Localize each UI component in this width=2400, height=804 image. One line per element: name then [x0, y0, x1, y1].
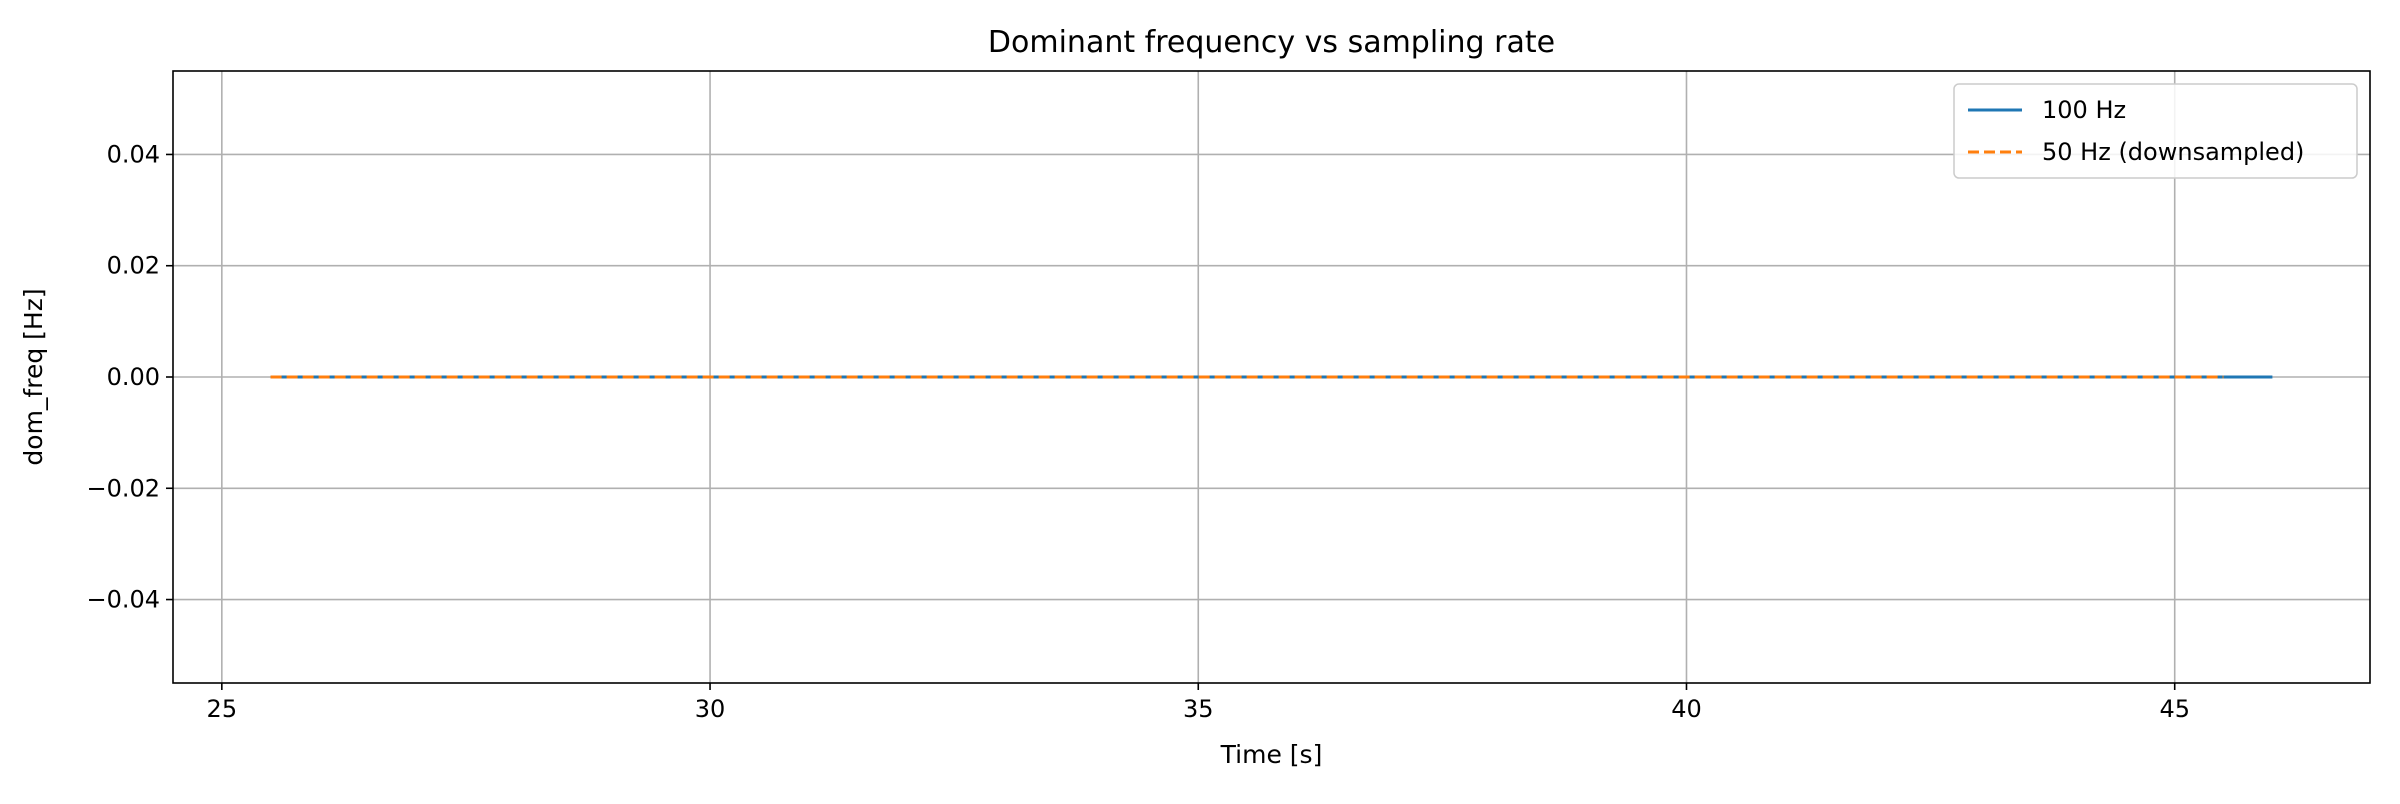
y-axis-label: dom_freq [Hz]: [19, 288, 48, 465]
x-tick-label: 35: [1183, 695, 1214, 723]
y-tick-label: 0.04: [107, 140, 160, 168]
x-axis-label: Time [s]: [1220, 740, 1323, 769]
x-tick-label: 40: [1671, 695, 1702, 723]
axis-ticks: 25 30 35 40 45 0.04 0.02 0.00 −0.02 −0.04: [86, 140, 2190, 723]
chart-title: Dominant frequency vs sampling rate: [988, 25, 1555, 60]
y-tick-label: 0.02: [107, 252, 160, 280]
legend-label-0: 100 Hz: [2042, 96, 2126, 124]
y-tick-label: 0.00: [107, 363, 160, 391]
y-tick-label: −0.04: [86, 586, 160, 614]
legend-label-1: 50 Hz (downsampled): [2042, 138, 2304, 166]
legend-box: [1953, 83, 2358, 179]
x-tick-label: 30: [695, 695, 726, 723]
legend: 100 Hz 50 Hz (downsampled): [1953, 83, 2358, 179]
legend-items: 100 Hz 50 Hz (downsampled): [1968, 96, 2304, 166]
y-tick-label: −0.02: [86, 474, 160, 502]
x-tick-label: 45: [2159, 695, 2190, 723]
x-tick-label: 25: [207, 695, 238, 723]
